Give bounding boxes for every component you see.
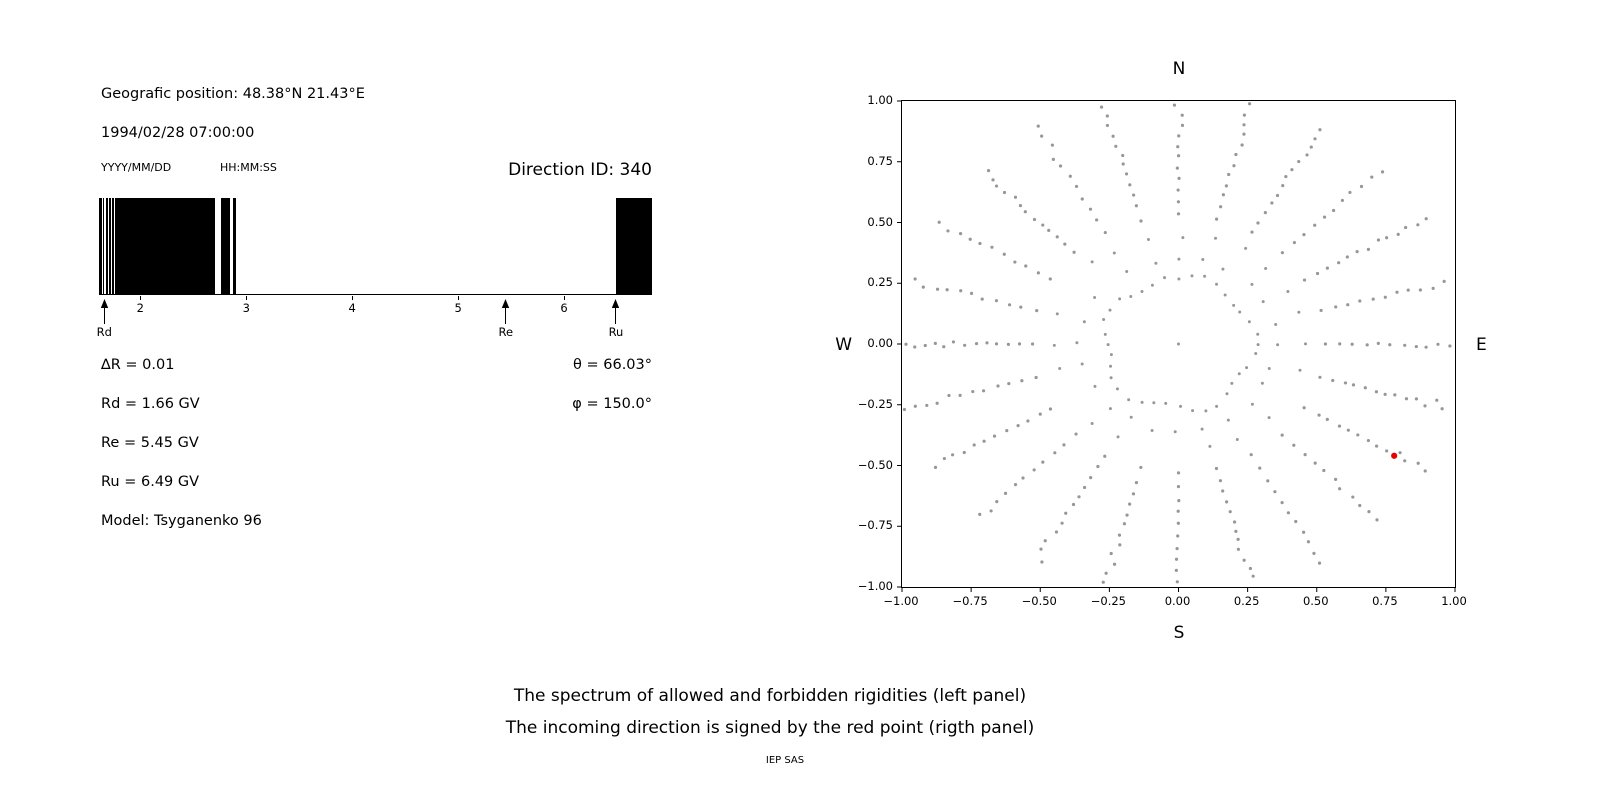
forbidden-segment [108, 198, 111, 294]
forbidden-segment [233, 198, 236, 294]
y-tick-label: 0.00 [867, 336, 893, 350]
geographic-position-text: Geografic position: 48.38°N 21.43°E [101, 86, 365, 102]
theta-value: θ = 66.03° [573, 357, 652, 373]
forbidden-segment [99, 198, 102, 294]
caption-line-1: The spectrum of allowed and forbidden ri… [513, 686, 1027, 706]
axis-tick-marks [897, 100, 1456, 592]
x-tick-label: 4 [348, 301, 356, 315]
x-tick-label: 5 [454, 301, 462, 315]
x-tick-label: −0.50 [1021, 594, 1057, 608]
y-tick-label: −1.00 [857, 579, 893, 593]
x-tick-label: 6 [560, 301, 568, 315]
rigidity-spectrum-plot [99, 198, 652, 295]
y-tick-label: −0.50 [857, 457, 893, 472]
x-tick-label: 0.50 [1302, 594, 1329, 608]
re-value: Re = 5.45 GV [101, 435, 199, 451]
y-tick-label: 1.00 [867, 93, 893, 107]
x-tick-label: −0.75 [952, 594, 988, 608]
caption-line-2: The incoming direction is signed by the … [505, 718, 1035, 738]
ru-cutoff-marker: Ru [604, 299, 628, 339]
forbidden-segment [105, 198, 108, 294]
x-tick-mark [564, 296, 566, 300]
y-tick-label: −0.25 [857, 396, 893, 411]
x-tick-mark [458, 296, 460, 300]
phi-value: φ = 150.0° [572, 396, 652, 412]
x-tick-label: −0.25 [1090, 594, 1126, 608]
y-tick-label: 0.50 [867, 214, 893, 229]
time-format-label: HH:MM:SS [220, 161, 277, 174]
x-tick-label: 2 [136, 301, 144, 315]
x-tick-label: 1.00 [1441, 594, 1467, 608]
x-tick-label: 0.25 [1233, 594, 1260, 608]
forbidden-segments [99, 198, 652, 294]
rd-marker-label: Rd [96, 325, 112, 339]
forbidden-segment [114, 198, 216, 294]
forbidden-segment [111, 198, 115, 294]
re-up-arrow-icon [502, 299, 510, 324]
direction-dots [902, 102, 1452, 584]
x-tick-mark [246, 296, 248, 300]
rd-up-arrow-icon [100, 299, 109, 324]
forbidden-segment [221, 198, 231, 294]
compass-west-label: W [835, 335, 852, 355]
direction-plot-canvas [897, 100, 1456, 592]
re-marker-label: Re [498, 325, 514, 339]
y-tick-label: 0.75 [867, 153, 893, 168]
rd-value: Rd = 1.66 GV [101, 396, 200, 412]
x-tick-label: 0.75 [1372, 594, 1398, 608]
datetime-text: 1994/02/28 07:00:00 [101, 125, 255, 141]
forbidden-segment [103, 198, 105, 294]
direction-id-text: Direction ID: 340 [508, 160, 652, 180]
spectrum-x-axis-ticks: 2 3 4 5 6 [99, 296, 652, 316]
model-name: Model: Tsyganenko 96 [101, 513, 262, 529]
x-tick-label: 3 [242, 301, 250, 315]
direction-plot [897, 100, 1456, 592]
red-incoming-direction-point [1391, 452, 1398, 459]
direction-plot-x-ticklabels: −1.00 −0.75 −0.50 −0.25 0.00 0.25 0.50 0.75 1.00 [883, 594, 1466, 610]
ru-value: Ru = 6.49 GV [101, 474, 200, 490]
x-tick-mark [140, 296, 142, 300]
x-tick-mark [352, 296, 354, 300]
forbidden-segment [615, 198, 652, 294]
re-cutoff-marker: Re [494, 299, 518, 339]
ru-up-arrow-icon [612, 299, 620, 324]
credit-text: IEP SAS [765, 755, 805, 766]
cutoff-markers: Rd Re Ru [97, 299, 652, 345]
x-tick-label: −1.00 [883, 594, 919, 608]
rd-cutoff-marker: Rd [92, 299, 116, 339]
compass-north-label: N [1172, 59, 1186, 79]
date-format-label: YYYY/MM/DD [101, 161, 172, 174]
delta-r-value: ∆R = 0.01 [101, 357, 175, 373]
y-tick-label: 0.25 [867, 275, 893, 290]
y-tick-label: −0.75 [857, 518, 893, 533]
x-tick-label: 0.00 [1164, 594, 1191, 608]
compass-east-label: E [1476, 335, 1487, 355]
compass-south-label: S [1173, 623, 1185, 643]
direction-plot-y-ticklabels: 1.00 0.75 0.50 0.25 0.00 −0.25 −0.50 −0.75 −1.00 [843, 94, 895, 593]
ru-marker-label: Ru [608, 325, 624, 339]
